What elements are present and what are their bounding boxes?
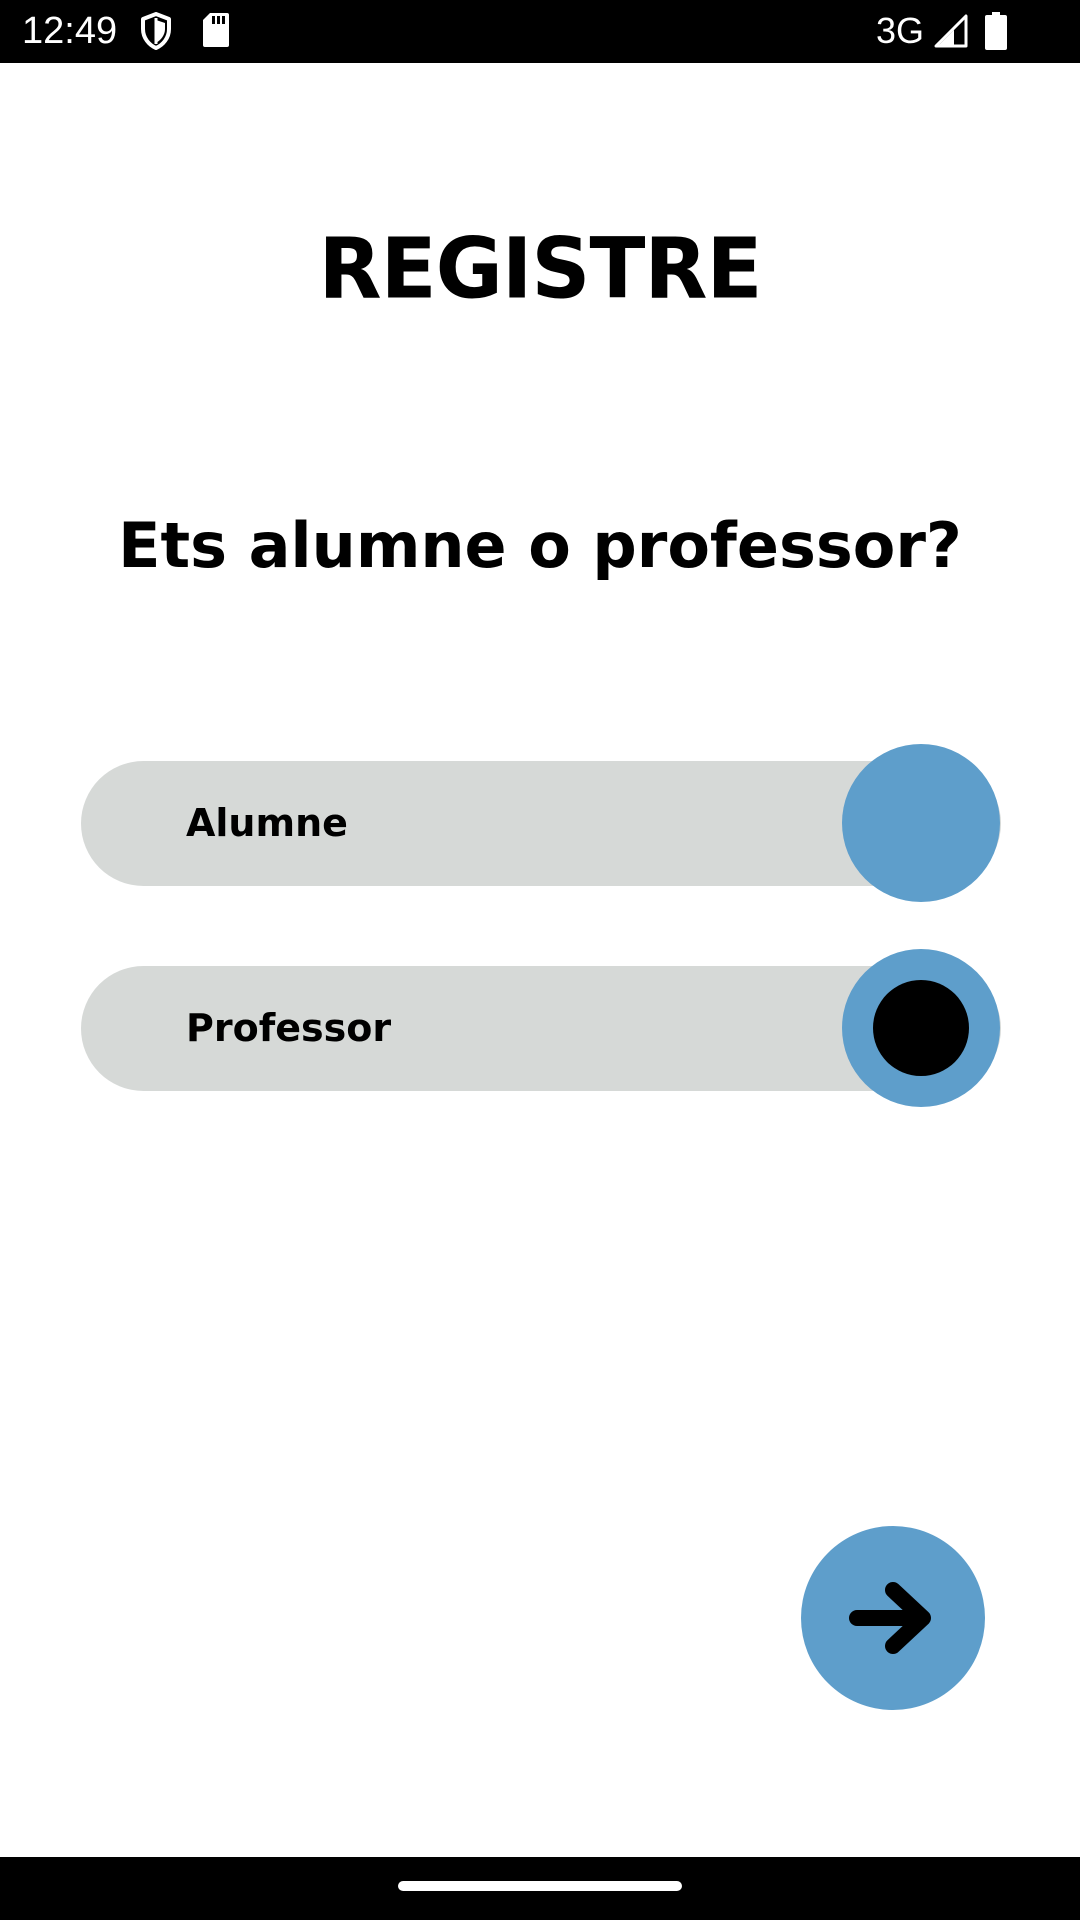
option-label: Professor bbox=[186, 1006, 392, 1050]
radio-selected-dot bbox=[873, 980, 969, 1076]
sd-card-icon bbox=[203, 13, 229, 47]
network-type: 3G bbox=[876, 10, 925, 51]
arrow-right-icon bbox=[849, 1582, 931, 1654]
signal-icon bbox=[934, 14, 968, 48]
shield-icon bbox=[141, 12, 171, 50]
next-button[interactable] bbox=[801, 1526, 985, 1710]
radio-alumne[interactable] bbox=[842, 744, 1000, 902]
home-indicator[interactable] bbox=[398, 1881, 682, 1891]
option-alumne[interactable]: Alumne bbox=[81, 761, 1001, 886]
battery-icon bbox=[985, 12, 1007, 50]
status-time: 12:49 bbox=[22, 10, 118, 52]
option-label: Alumne bbox=[186, 801, 348, 845]
question-heading: Ets alumne o professor? bbox=[118, 509, 962, 582]
status-bar: 12:49 3G bbox=[0, 0, 1080, 63]
radio-professor[interactable] bbox=[842, 949, 1000, 1107]
navigation-bar bbox=[0, 1857, 1080, 1920]
page-title: REGISTRE bbox=[318, 221, 762, 318]
